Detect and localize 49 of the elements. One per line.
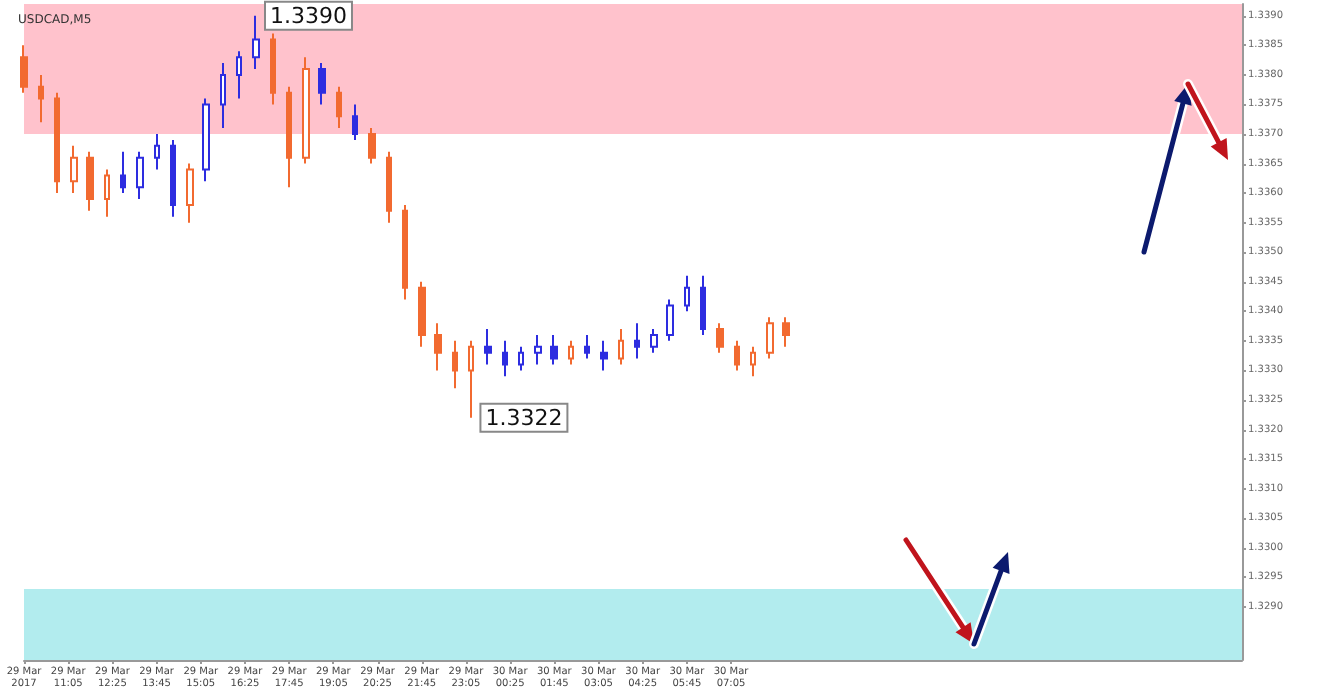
candlestick: [782, 316, 790, 348]
candlestick: [104, 168, 110, 218]
candlestick: [766, 316, 774, 360]
candlestick: [750, 345, 756, 378]
candlestick: [468, 339, 474, 419]
candlestick: [716, 322, 724, 354]
candlestick: [386, 150, 392, 224]
candlestick: [534, 333, 542, 366]
candlestick: [286, 85, 292, 189]
candlestick: [418, 280, 426, 348]
candlestick: [684, 274, 690, 313]
candlestick: [584, 333, 590, 360]
candlestick: [600, 339, 608, 372]
candlestick: [650, 328, 658, 354]
annotation: 1.3322: [485, 404, 563, 431]
candlestick: [518, 345, 524, 372]
candlestick: [120, 150, 126, 195]
candlestick: [402, 203, 408, 301]
candlestick: [86, 150, 94, 212]
candlestick: [634, 322, 640, 360]
candlestick: [70, 144, 78, 195]
candlestick: [700, 274, 706, 336]
candlestick: [236, 50, 242, 100]
candlestick: [434, 322, 442, 372]
candlestick: [220, 62, 226, 130]
candlestick: [336, 85, 342, 130]
candlestick: [452, 339, 458, 390]
candlestick: [302, 56, 310, 165]
candlestick: [202, 97, 210, 183]
candlestick: [734, 339, 740, 372]
candlestick: [170, 138, 176, 218]
annotation: 1.3390: [270, 2, 347, 29]
candlestick: [54, 91, 60, 195]
candlestick: [136, 150, 144, 201]
candlestick: [252, 14, 260, 71]
candlestick: [502, 339, 508, 378]
candlestick: [318, 62, 326, 106]
candlestick: [38, 73, 44, 124]
candlestick: [666, 298, 674, 342]
candlestick: [154, 133, 160, 171]
candlestick: [352, 103, 358, 141]
candlestick: [20, 44, 28, 94]
candlestick: [368, 127, 376, 165]
candlestick: [270, 32, 276, 106]
candlestick: [484, 328, 492, 366]
candlestick: [186, 162, 194, 224]
candlestick: [568, 339, 574, 366]
candlestick: [550, 333, 558, 366]
candlestick: [618, 328, 624, 366]
